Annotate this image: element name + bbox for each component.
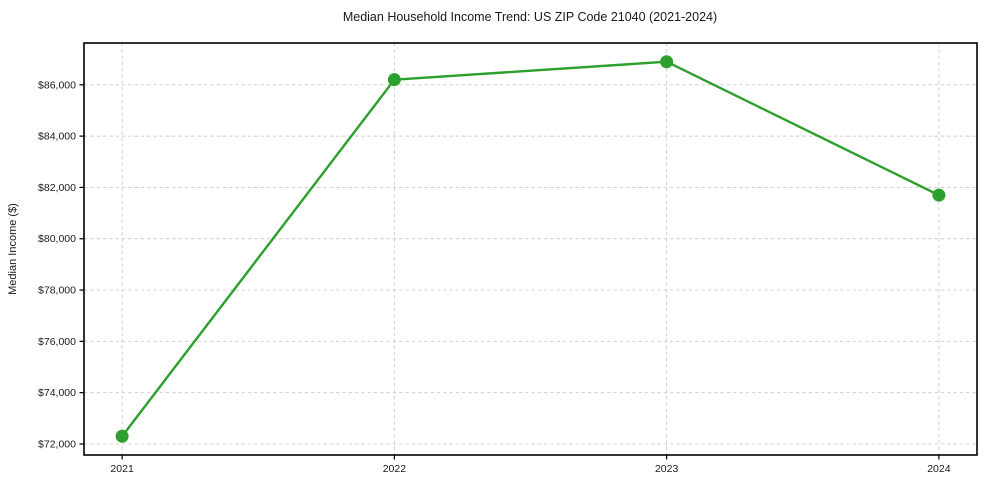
- data-point-marker: [660, 55, 674, 69]
- y-tick-label: $82,000: [38, 182, 76, 194]
- y-tick-label: $86,000: [38, 79, 76, 91]
- data-point-marker: [115, 429, 129, 443]
- y-tick-label: $72,000: [38, 438, 76, 450]
- y-tick-label: $74,000: [38, 387, 76, 399]
- y-axis-label: Median Income ($): [7, 203, 19, 295]
- plot-border: [83, 42, 978, 456]
- series-layer: [115, 55, 946, 443]
- x-tick-label: 2024: [927, 463, 951, 475]
- data-point-marker: [932, 188, 946, 202]
- data-point-marker: [387, 73, 401, 87]
- x-tick-label: 2023: [655, 463, 679, 475]
- y-tick-label: $78,000: [38, 285, 76, 297]
- x-tick-label: 2022: [383, 463, 407, 475]
- y-tick-label: $76,000: [38, 336, 76, 348]
- data-line: [120, 60, 941, 438]
- x-tick-label: 2021: [110, 463, 134, 475]
- axes-layer: $72,000 $74,000 $76,000 $78,000 $80,000 $82,0…: [38, 79, 951, 475]
- gridlines-layer: [84, 43, 977, 455]
- y-tick-label: $84,000: [38, 131, 76, 143]
- y-tick-label: $80,000: [38, 233, 76, 245]
- chart-title: Median Household Income Trend: US ZIP Co…: [343, 10, 717, 24]
